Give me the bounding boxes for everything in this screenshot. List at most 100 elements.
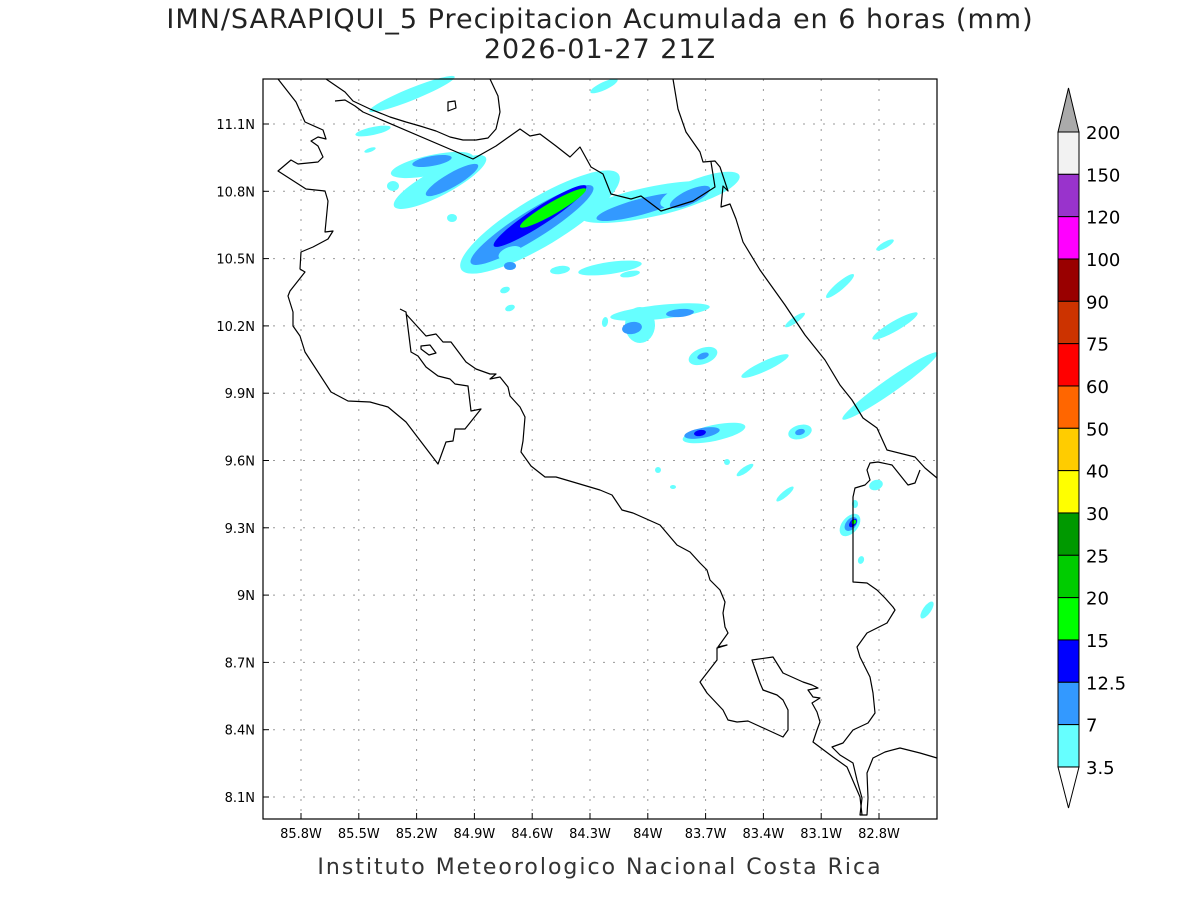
island-lake bbox=[447, 100, 457, 112]
lon-tick-label: 85.5W bbox=[338, 827, 380, 842]
colorbar-label: 30 bbox=[1086, 504, 1109, 525]
colorbar-under-triangle bbox=[1057, 766, 1080, 809]
coastline-gulf-nicoya bbox=[405, 313, 863, 816]
axis-ticks: 11.1N 10.8N 10.5N 10.2N 9.9N 9.6N 9.3N 9N 8.7N 8.… bbox=[216, 118, 900, 842]
colorbar-swatch bbox=[1057, 173, 1080, 218]
precip-contour bbox=[504, 262, 516, 270]
precip-contour bbox=[670, 485, 676, 489]
precip-contour bbox=[697, 352, 709, 360]
precip-contour bbox=[578, 260, 642, 276]
lat-tick-label: 9N bbox=[237, 589, 255, 604]
colorbar-label: 75 bbox=[1086, 335, 1109, 356]
colorbar-swatch bbox=[1057, 427, 1080, 472]
precip-contour bbox=[795, 428, 805, 436]
precip-contour bbox=[857, 556, 865, 564]
precip-contour bbox=[412, 154, 452, 168]
colorbar-over-triangle bbox=[1057, 87, 1080, 133]
colorbar-label: 200 bbox=[1086, 123, 1120, 144]
lon-tick-label: 84.9W bbox=[453, 827, 495, 842]
precip-contour bbox=[355, 125, 391, 137]
lat-tick-label: 8.4N bbox=[225, 724, 255, 739]
colorbar-label: 25 bbox=[1086, 546, 1109, 567]
precip-contour bbox=[741, 354, 789, 378]
lat-tick-label: 10.5N bbox=[216, 253, 255, 268]
colorbar-label: 12.5 bbox=[1086, 673, 1126, 694]
precip-contour bbox=[736, 463, 754, 477]
precip-contour bbox=[601, 317, 609, 327]
precip-contour bbox=[550, 265, 570, 275]
colorbar-swatch bbox=[1057, 343, 1080, 387]
precip-contour bbox=[505, 304, 515, 312]
precip-contour bbox=[500, 286, 510, 294]
lat-tick-label: 11.1N bbox=[216, 118, 255, 133]
precip-contour bbox=[369, 75, 455, 113]
colorbar-swatch bbox=[1057, 385, 1080, 429]
precip-contour bbox=[498, 246, 522, 260]
lon-tick-label: 84W bbox=[633, 827, 663, 842]
colorbar-label: 50 bbox=[1086, 419, 1109, 440]
precip-contour bbox=[447, 214, 457, 222]
colorbar-label: 60 bbox=[1086, 377, 1109, 398]
precip-contour bbox=[825, 274, 855, 298]
lon-tick-label: 83.4W bbox=[742, 827, 784, 842]
precip-contour bbox=[364, 147, 376, 153]
map-timestamp: 2026-01-27 21Z bbox=[483, 34, 717, 65]
precip-contour bbox=[622, 321, 642, 335]
lon-tick-label: 83.1W bbox=[800, 827, 842, 842]
lon-tick-label: 85.2W bbox=[396, 827, 438, 842]
lon-tick-label: 83.7W bbox=[685, 827, 727, 842]
coastline-pacific bbox=[277, 78, 482, 465]
colorbar-label: 20 bbox=[1086, 589, 1109, 610]
colorbar-swatch bbox=[1057, 681, 1080, 726]
map-frame bbox=[262, 78, 938, 820]
precip-contour bbox=[869, 479, 883, 491]
precip-contour bbox=[590, 78, 618, 94]
colorbar-swatch bbox=[1057, 470, 1080, 514]
lat-tick-label: 9.3N bbox=[225, 522, 255, 537]
lon-tick-label: 82.8W bbox=[858, 827, 900, 842]
colorbar-swatch bbox=[1057, 131, 1080, 175]
precip-contour bbox=[655, 467, 661, 473]
lat-tick-label: 8.7N bbox=[225, 656, 255, 671]
footer-credit: Instituto Meteorologico Nacional Costa R… bbox=[317, 855, 883, 880]
colorbar-label: 15 bbox=[1086, 631, 1109, 652]
precip-contour bbox=[724, 459, 730, 465]
precip-contour bbox=[669, 185, 711, 209]
island-chira bbox=[420, 344, 437, 356]
lake-nicaragua-shore bbox=[325, 78, 501, 141]
precip-contour bbox=[920, 601, 934, 619]
colorbar-label: 100 bbox=[1086, 250, 1120, 271]
colorbar-swatch bbox=[1057, 597, 1080, 641]
colorbar-swatch bbox=[1057, 300, 1080, 345]
lat-tick-label: 10.8N bbox=[216, 185, 255, 200]
precip-contour bbox=[387, 181, 399, 191]
precip-contour bbox=[876, 239, 894, 251]
coastlines bbox=[277, 78, 938, 816]
lat-tick-label: 8.1N bbox=[225, 791, 255, 806]
lat-tick-label: 10.2N bbox=[216, 320, 255, 335]
precip-contour bbox=[425, 163, 479, 197]
map-title: IMN/SARAPIQUI_5 Precipitacion Acumulada … bbox=[166, 4, 1034, 35]
colorbar-swatch bbox=[1057, 258, 1080, 302]
colorbar-swatch bbox=[1057, 724, 1080, 768]
precip-contour bbox=[694, 429, 706, 437]
colorbar-label: 120 bbox=[1086, 208, 1120, 229]
lon-tick-label: 84.6W bbox=[511, 827, 553, 842]
colorbar-label: 7 bbox=[1086, 716, 1097, 737]
grid-lines bbox=[263, 79, 937, 819]
lat-tick-label: 9.9N bbox=[225, 387, 255, 402]
colorbar-label: 3.5 bbox=[1086, 758, 1115, 779]
colorbar-label: 150 bbox=[1086, 165, 1120, 186]
coastline-caribbean bbox=[672, 78, 938, 479]
colorbar-label: 90 bbox=[1086, 292, 1109, 313]
precipitation-field bbox=[355, 75, 938, 619]
lon-tick-label: 85.8W bbox=[280, 827, 322, 842]
colorbar-label: 40 bbox=[1086, 462, 1109, 483]
border-panama-coast bbox=[831, 461, 938, 816]
precip-contour bbox=[519, 188, 587, 228]
lon-tick-label: 84.3W bbox=[569, 827, 611, 842]
colorbar-swatch bbox=[1057, 216, 1080, 260]
colorbar-swatch bbox=[1057, 554, 1080, 599]
lat-tick-label: 9.6N bbox=[225, 455, 255, 470]
